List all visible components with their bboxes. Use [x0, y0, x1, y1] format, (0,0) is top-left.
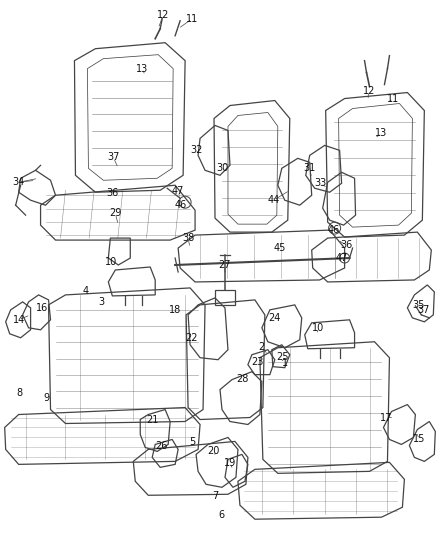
Text: 37: 37 — [107, 152, 120, 163]
Text: 19: 19 — [224, 458, 236, 469]
Text: 26: 26 — [155, 441, 167, 451]
Text: 3: 3 — [98, 297, 104, 307]
Text: 33: 33 — [314, 178, 327, 188]
Text: 31: 31 — [304, 163, 316, 173]
Text: 10: 10 — [311, 323, 324, 333]
Text: 29: 29 — [109, 208, 121, 218]
Text: 13: 13 — [375, 128, 388, 139]
Text: 30: 30 — [216, 163, 228, 173]
Text: 2: 2 — [259, 342, 265, 352]
Text: 12: 12 — [364, 86, 376, 95]
Text: 46: 46 — [175, 200, 187, 210]
Text: 37: 37 — [417, 305, 430, 315]
Text: 44: 44 — [268, 195, 280, 205]
Text: 47: 47 — [172, 186, 184, 196]
Text: 46: 46 — [328, 225, 340, 235]
Text: 34: 34 — [13, 177, 25, 187]
Text: 21: 21 — [146, 415, 159, 424]
Text: 38: 38 — [182, 233, 194, 243]
Text: 36: 36 — [340, 240, 353, 250]
Text: 36: 36 — [106, 188, 118, 198]
Text: 11: 11 — [186, 14, 198, 24]
Text: 10: 10 — [105, 257, 117, 267]
Text: 25: 25 — [276, 352, 289, 362]
Text: 12: 12 — [157, 10, 170, 20]
Text: 11: 11 — [387, 93, 399, 103]
Text: 13: 13 — [136, 63, 148, 74]
Text: 20: 20 — [207, 447, 219, 456]
Text: 22: 22 — [185, 333, 198, 343]
Text: 23: 23 — [252, 357, 264, 367]
Text: 45: 45 — [274, 243, 286, 253]
Text: 47: 47 — [336, 253, 348, 263]
Text: 16: 16 — [36, 303, 49, 313]
Text: 8: 8 — [17, 387, 23, 398]
Text: 35: 35 — [412, 300, 424, 310]
Text: 18: 18 — [169, 305, 181, 315]
Text: 15: 15 — [413, 434, 426, 445]
Text: 27: 27 — [219, 260, 231, 270]
Text: 28: 28 — [237, 374, 249, 384]
Text: 7: 7 — [212, 491, 218, 501]
Text: 5: 5 — [189, 438, 195, 447]
Text: 17: 17 — [380, 413, 392, 423]
Text: 9: 9 — [43, 393, 49, 402]
Text: 1: 1 — [282, 358, 288, 368]
Text: 6: 6 — [218, 510, 224, 520]
Text: 32: 32 — [190, 146, 202, 155]
Text: 14: 14 — [13, 315, 25, 325]
Text: 4: 4 — [82, 286, 88, 296]
Text: 24: 24 — [268, 313, 281, 323]
